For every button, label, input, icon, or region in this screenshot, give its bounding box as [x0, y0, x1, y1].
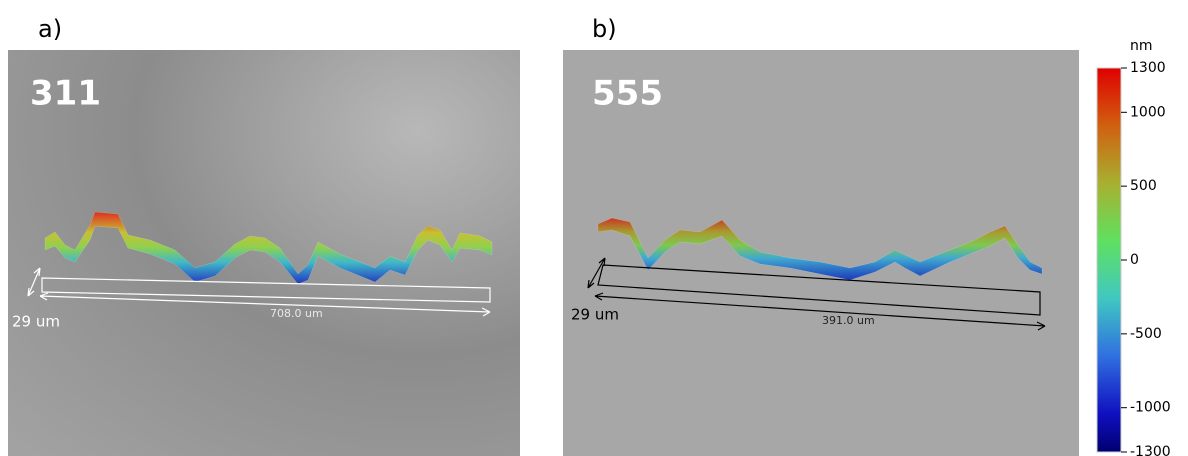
- width-arrow: [27, 267, 41, 297]
- scan-area-box: [41, 277, 491, 303]
- colorbar-tick-label: 0: [1130, 252, 1139, 268]
- sample-label: 311: [30, 74, 101, 114]
- colorbar-tick-label: -500: [1130, 326, 1162, 342]
- width-label: 29 um: [571, 306, 619, 324]
- panel-background: [563, 50, 1079, 456]
- colorbar-tick-label: 500: [1130, 178, 1157, 194]
- sample-label: 555: [592, 74, 663, 114]
- scan-area-box: [597, 264, 1041, 316]
- width-label: 29 um: [12, 313, 60, 331]
- length-arrow: [594, 292, 1046, 331]
- length-arrow: [39, 292, 491, 317]
- colorbar-tick-label: -1300: [1130, 444, 1171, 456]
- colorbar-tick-label: 1000: [1130, 104, 1166, 120]
- colorbar-tick-label: -1000: [1130, 400, 1171, 416]
- panel-label: a): [38, 15, 62, 43]
- length-label: 708.0 um: [270, 307, 323, 320]
- surface-profile: [44, 211, 493, 285]
- panel-background: [8, 50, 520, 456]
- length-label: 391.0 um: [822, 314, 875, 327]
- panel-label: b): [592, 15, 617, 43]
- colorbar-unit: nm: [1130, 38, 1153, 54]
- colorbar: [1096, 67, 1122, 453]
- width-arrow: [587, 257, 606, 289]
- colorbar-tick-label: 1300: [1130, 60, 1166, 76]
- surface-profile: [597, 217, 1043, 281]
